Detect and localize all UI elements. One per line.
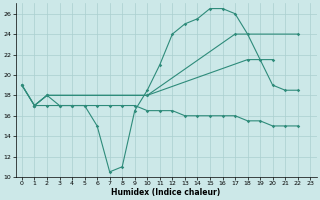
X-axis label: Humidex (Indice chaleur): Humidex (Indice chaleur) xyxy=(111,188,221,197)
